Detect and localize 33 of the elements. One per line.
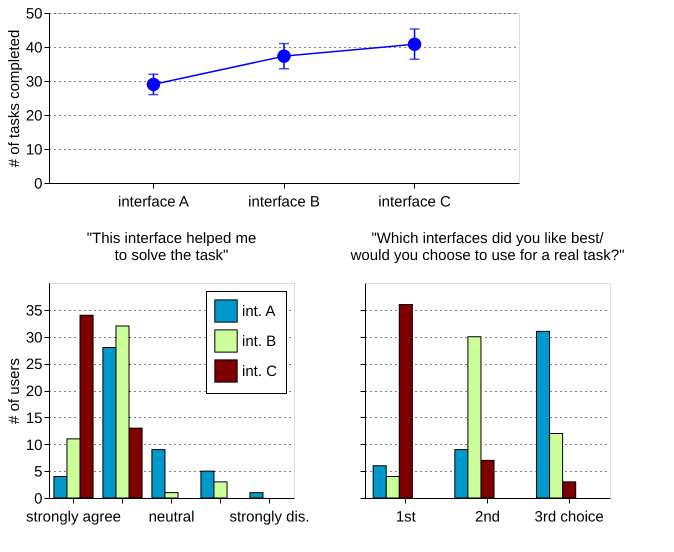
y-tick-label: 20: [26, 383, 42, 400]
chart-title: "This interface helped me to solve the task": [86, 230, 256, 264]
x-tick-label: interface C: [378, 194, 451, 210]
y-tick-label: 0: [34, 490, 42, 508]
point: [277, 49, 291, 63]
x-tick-label: 1st: [396, 508, 417, 526]
x-tick-label: strongly dis.: [229, 508, 310, 526]
y-tick-label: 30: [26, 329, 42, 346]
x-tick-label: interface B: [248, 194, 320, 210]
x-tick-label: 3rd choice: [534, 508, 604, 526]
x-tick-label: interface A: [118, 194, 189, 210]
legend-label: int. A: [242, 303, 276, 320]
y-tick-label: 15: [26, 410, 42, 427]
y-tick-label: 25: [26, 356, 42, 374]
y-axis-title: # of tasks completed: [6, 30, 23, 168]
x-tick-label: 2nd: [474, 508, 500, 526]
y-tick-label: 20: [26, 108, 42, 124]
x-tick-label: strongly agree: [26, 508, 122, 526]
y-axis-title: # of users: [6, 358, 23, 424]
legend-label: int. C: [242, 363, 278, 380]
y-tick-label: 35: [26, 302, 42, 320]
y-tick-label: 50: [26, 6, 42, 22]
y-tick-label: 0: [34, 176, 42, 192]
chart-title: "Which interfaces did you like best/ would you choose to use for a real task?": [350, 230, 624, 264]
y-tick-label: 10: [26, 142, 42, 158]
y-tick-label: 40: [26, 40, 42, 56]
y-tick-label: 5: [34, 464, 42, 481]
point: [408, 38, 422, 51]
legend-label: int. B: [242, 333, 276, 350]
y-tick-label: 30: [26, 74, 42, 90]
point: [146, 78, 160, 92]
y-tick-label: 10: [26, 436, 42, 454]
x-tick-label: neutral: [148, 508, 194, 526]
